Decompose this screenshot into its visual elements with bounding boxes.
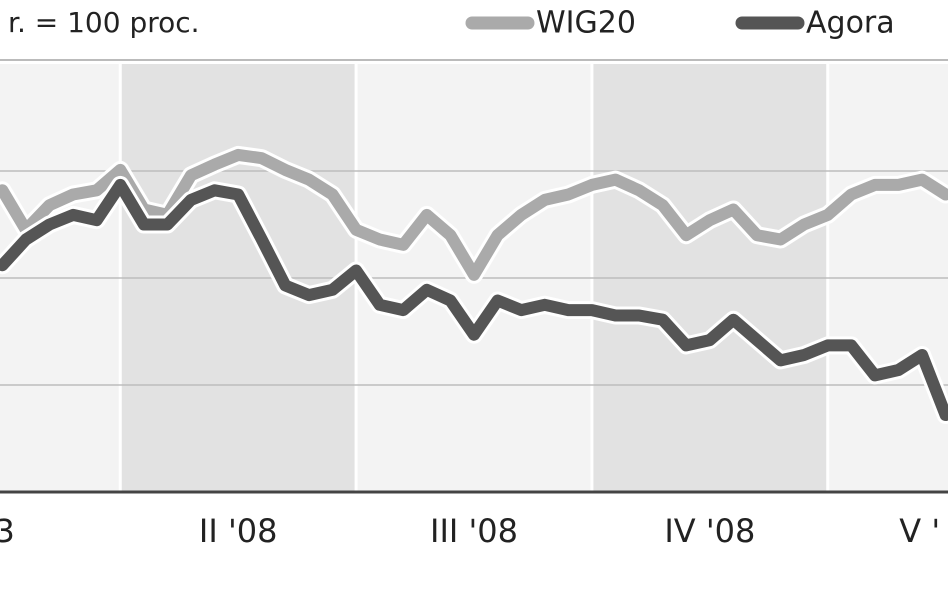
x-tick-label: 3 [0,512,15,550]
x-tick-label: II '08 [199,512,278,550]
chart-subtitle: r. = 100 proc. [8,6,200,39]
x-tick-label: IV '08 [664,512,755,550]
x-tick-label: III '08 [430,512,518,550]
legend-label: Agora [806,6,895,41]
series-line [0,148,948,281]
x-tick-label: V ' [899,512,940,550]
series-line [0,178,948,421]
legend-label: WIG20 [536,6,636,41]
